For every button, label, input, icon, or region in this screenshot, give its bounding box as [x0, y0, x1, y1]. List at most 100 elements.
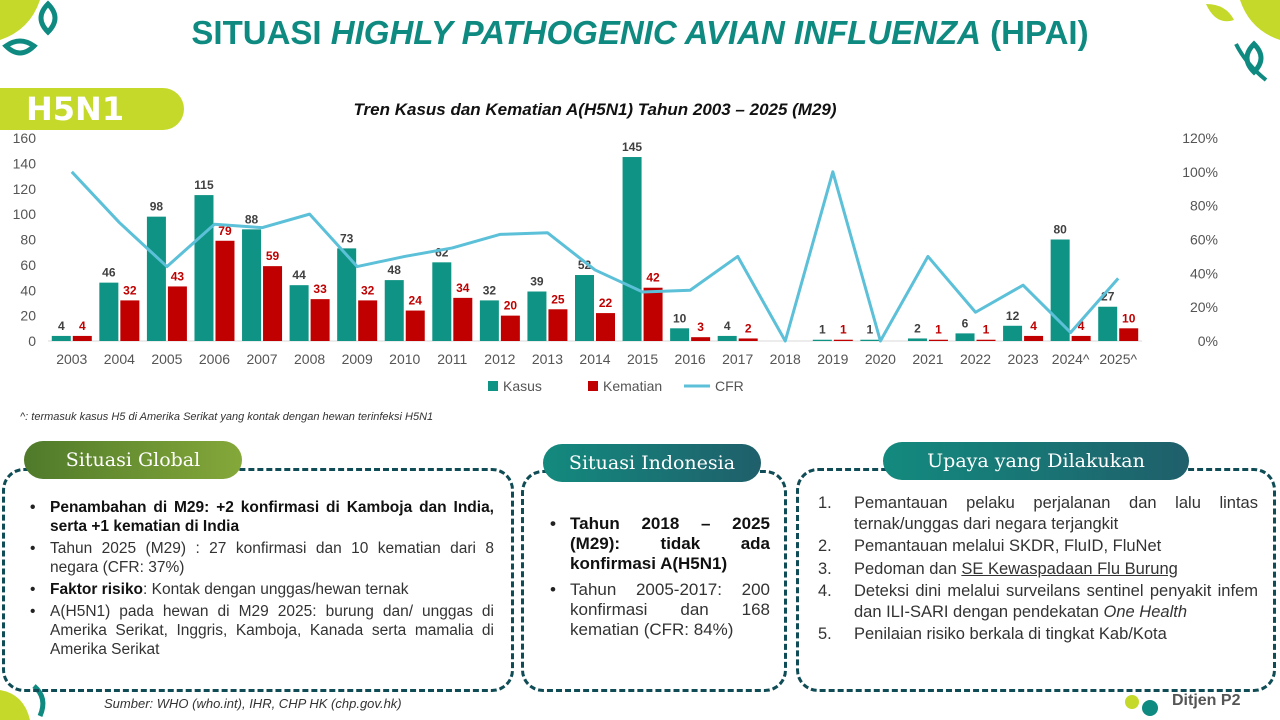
y-left-tick-label: 60 — [20, 257, 36, 273]
title-part1: SITUASI — [191, 14, 331, 51]
x-tick-label: 2014 — [579, 351, 610, 367]
label-kasus: 12 — [1006, 309, 1020, 323]
y-left-tick-label: 120 — [13, 181, 37, 197]
global-bullet-2: Tahun 2025 (M29) : 27 konfirmasi dan 10 … — [30, 539, 494, 577]
y-right-tick-label: 80% — [1190, 198, 1218, 214]
line-cfr — [70, 170, 1120, 343]
x-tick-label: 2022 — [960, 351, 991, 367]
bar-kematian — [72, 335, 92, 341]
bar-kasus — [812, 339, 832, 341]
logo-bottom-right — [1125, 695, 1158, 716]
x-tick-label: 2007 — [246, 351, 277, 367]
global-bullet-1: Penambahan di M29: +2 konfirmasi di Kamb… — [30, 498, 494, 536]
bar-kasus — [51, 335, 71, 341]
label-kasus: 88 — [245, 212, 259, 226]
y-right-tick-label: 20% — [1190, 299, 1218, 315]
bar-kematian — [120, 300, 140, 341]
label-kasus: 98 — [150, 200, 164, 214]
y-right-tick-label: 100% — [1182, 164, 1218, 180]
bar-kasus — [289, 285, 309, 341]
label-kematian: 34 — [456, 281, 470, 295]
y-left-tick-label: 0 — [28, 333, 36, 349]
y-right-tick-label: 60% — [1190, 232, 1218, 248]
label-kasus: 2 — [914, 321, 921, 335]
y-left-tick-label: 160 — [13, 130, 37, 146]
bar-kematian — [548, 309, 568, 341]
label-kematian: 4 — [1078, 319, 1085, 333]
label-kematian: 32 — [361, 283, 375, 297]
indonesia-bullet-2-text: Tahun 2005-2017: 200 konfirmasi dan 168 … — [570, 580, 770, 639]
upaya-item-3-link[interactable]: SE Kewaspadaan Flu Burung — [961, 559, 1178, 578]
bar-kematian — [691, 337, 711, 341]
label-kasus: 39 — [530, 275, 544, 289]
upaya-item-3-num: 3. — [818, 559, 832, 578]
title-part2: (HPAI) — [981, 14, 1089, 51]
x-tick-label: 2005 — [151, 351, 182, 367]
bar-kasus — [146, 216, 166, 341]
bar-kematian — [596, 313, 615, 341]
global-heading: Situasi Global — [24, 441, 242, 479]
upaya-item-4-text: Deteksi dini melalui surveilans sentinel… — [854, 582, 1258, 621]
bar-kematian — [976, 339, 996, 341]
label-kematian: 42 — [646, 271, 660, 285]
page-title: SITUASI HIGHLY PATHOGENIC AVIAN INFLUENZ… — [0, 14, 1280, 52]
upaya-item-5-num: 5. — [818, 625, 832, 643]
bar-kasus — [860, 339, 880, 341]
label-kasus: 73 — [340, 231, 354, 245]
bar-kasus — [1098, 306, 1118, 341]
x-tick-label: 2025^ — [1099, 351, 1137, 367]
bar-kematian — [928, 339, 948, 341]
legend-swatch-kematian — [588, 381, 598, 391]
label-kematian: 32 — [123, 283, 137, 297]
label-kasus: 10 — [673, 311, 687, 325]
label-kasus: 1 — [819, 323, 826, 337]
x-tick-label: 2013 — [532, 351, 563, 367]
x-tick-label: 2021 — [912, 351, 943, 367]
x-tick-label: 2009 — [342, 351, 373, 367]
x-tick-label: 2020 — [865, 351, 896, 367]
y-right-tick-label: 120% — [1182, 130, 1218, 146]
label-kasus: 6 — [962, 316, 969, 330]
bar-kasus — [432, 262, 452, 341]
x-tick-label: 2016 — [675, 351, 706, 367]
bar-kematian — [453, 297, 473, 341]
label-kematian: 1 — [935, 323, 942, 337]
y-left-tick-label: 100 — [13, 206, 37, 222]
x-tick-label: 2024^ — [1052, 351, 1090, 367]
logo-top-left — [0, 0, 58, 56]
upaya-item-1: 1. Pemantauan pelaku perjalanan dan lalu … — [818, 493, 1258, 534]
brand-text: Ditjen P2 — [1172, 692, 1241, 709]
label-kasus: 4 — [58, 319, 65, 333]
logo-bottom-left — [0, 684, 46, 720]
bar-kematian — [405, 310, 425, 341]
bar-kasus — [670, 328, 690, 341]
label-kematian: 4 — [79, 319, 86, 333]
bar-kasus — [384, 280, 404, 341]
label-kasus: 48 — [388, 263, 402, 277]
x-tick-label: 2018 — [770, 351, 801, 367]
upaya-item-3-text: Pedoman dan — [854, 559, 962, 578]
y-right-tick-label: 40% — [1190, 265, 1218, 281]
label-kasus: 1 — [867, 323, 874, 337]
bar-kematian — [263, 266, 283, 341]
global-content: Penambahan di M29: +2 konfirmasi di Kamb… — [28, 498, 494, 662]
global-bullet-2-text: Tahun 2025 (M29) : 27 konfirmasi dan 10 … — [50, 540, 494, 576]
upaya-item-3: 3. Pedoman dan SE Kewaspadaan Flu Burung — [818, 559, 1258, 580]
bar-kasus — [955, 333, 975, 341]
x-tick-label: 2023 — [1008, 351, 1039, 367]
global-bullet-3: Faktor risiko: Kontak dengan unggas/hewa… — [30, 580, 494, 599]
label-kematian: 1 — [840, 323, 847, 337]
upaya-heading: Upaya yang Dilakukan — [883, 442, 1189, 480]
label-kasus: 4 — [724, 319, 731, 333]
bar-kasus — [622, 157, 642, 341]
global-bullet-3-text: : Kontak dengan unggas/hewan ternak — [143, 581, 409, 598]
label-kematian: 25 — [551, 292, 565, 306]
bar-kematian — [1119, 328, 1139, 341]
bar-kasus — [527, 291, 547, 341]
upaya-item-2-text: Pemantauan melalui SKDR, FluID, FluNet — [854, 537, 1162, 555]
upaya-item-4-num: 4. — [818, 582, 832, 600]
label-kasus: 145 — [622, 140, 642, 154]
bar-kematian — [358, 300, 378, 341]
label-kematian: 79 — [218, 224, 232, 238]
bar-kematian — [738, 338, 758, 341]
